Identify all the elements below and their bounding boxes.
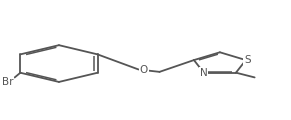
Text: N: N — [200, 68, 208, 78]
Text: Br: Br — [2, 77, 13, 87]
Text: O: O — [140, 65, 148, 75]
Text: S: S — [244, 55, 251, 65]
